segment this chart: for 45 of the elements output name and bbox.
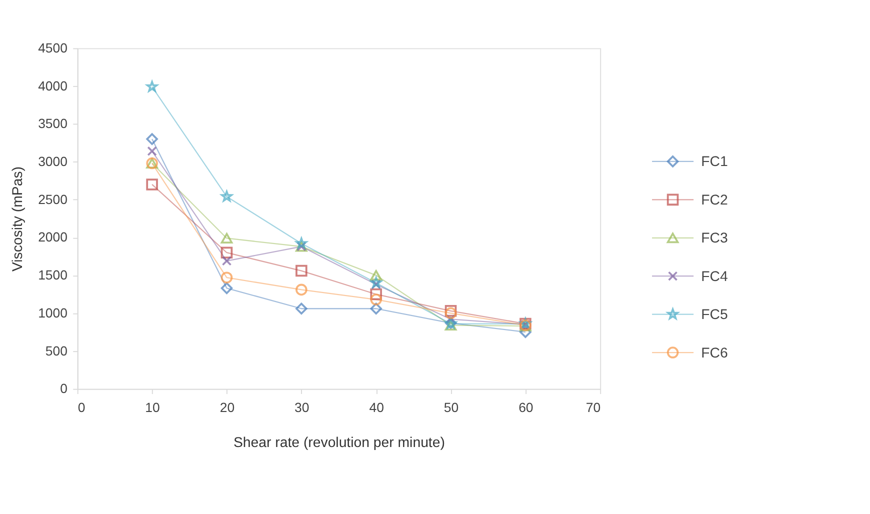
point [370,276,382,288]
y-tick-label: 1500 [38,268,68,283]
y-tick-label: 4000 [38,78,68,94]
y-tick-label: 500 [45,343,68,358]
y-axis-title: Viscosity (mPas) [9,166,26,272]
x-tick-label: 0 [78,400,86,415]
legend-label: FC4 [701,268,728,284]
point [146,133,158,145]
point [146,178,158,190]
legend-label: FC2 [701,191,728,208]
point [370,302,382,315]
point [444,307,457,320]
legend-label: FC6 [701,344,728,360]
legend-label: FC1 [701,153,728,170]
point [296,284,308,296]
y-tick-label: 0 [60,381,68,396]
point [370,270,382,281]
x-tick-label: 60 [518,400,534,415]
point [147,146,157,156]
x-tick-label: 10 [145,400,160,415]
point [222,256,232,266]
legend-label: FC3 [701,230,728,246]
point [296,264,308,277]
x-tick-label: 30 [294,400,310,415]
x-axis-title: Shear rate (revolution per minute) [234,434,445,450]
point [370,288,382,300]
point [220,282,233,294]
point [146,80,158,92]
point [220,232,233,244]
y-tick-label: 4500 [38,40,68,56]
y-tick-label: 3500 [38,116,68,132]
x-tick-label: 50 [444,400,459,415]
x-tick-label: 40 [369,400,384,415]
y-tick-label: 2000 [38,230,68,245]
point [220,246,233,258]
x-tick-label: 70 [586,400,601,415]
point [444,305,457,317]
y-tick-label: 1000 [38,305,68,320]
y-tick-label: 2500 [38,192,68,207]
point [370,294,382,306]
x-tick-label: 20 [220,400,235,415]
point [220,272,233,284]
legend-label: FC5 [701,306,728,322]
y-tick-label: 3000 [38,154,68,170]
point [296,302,308,315]
